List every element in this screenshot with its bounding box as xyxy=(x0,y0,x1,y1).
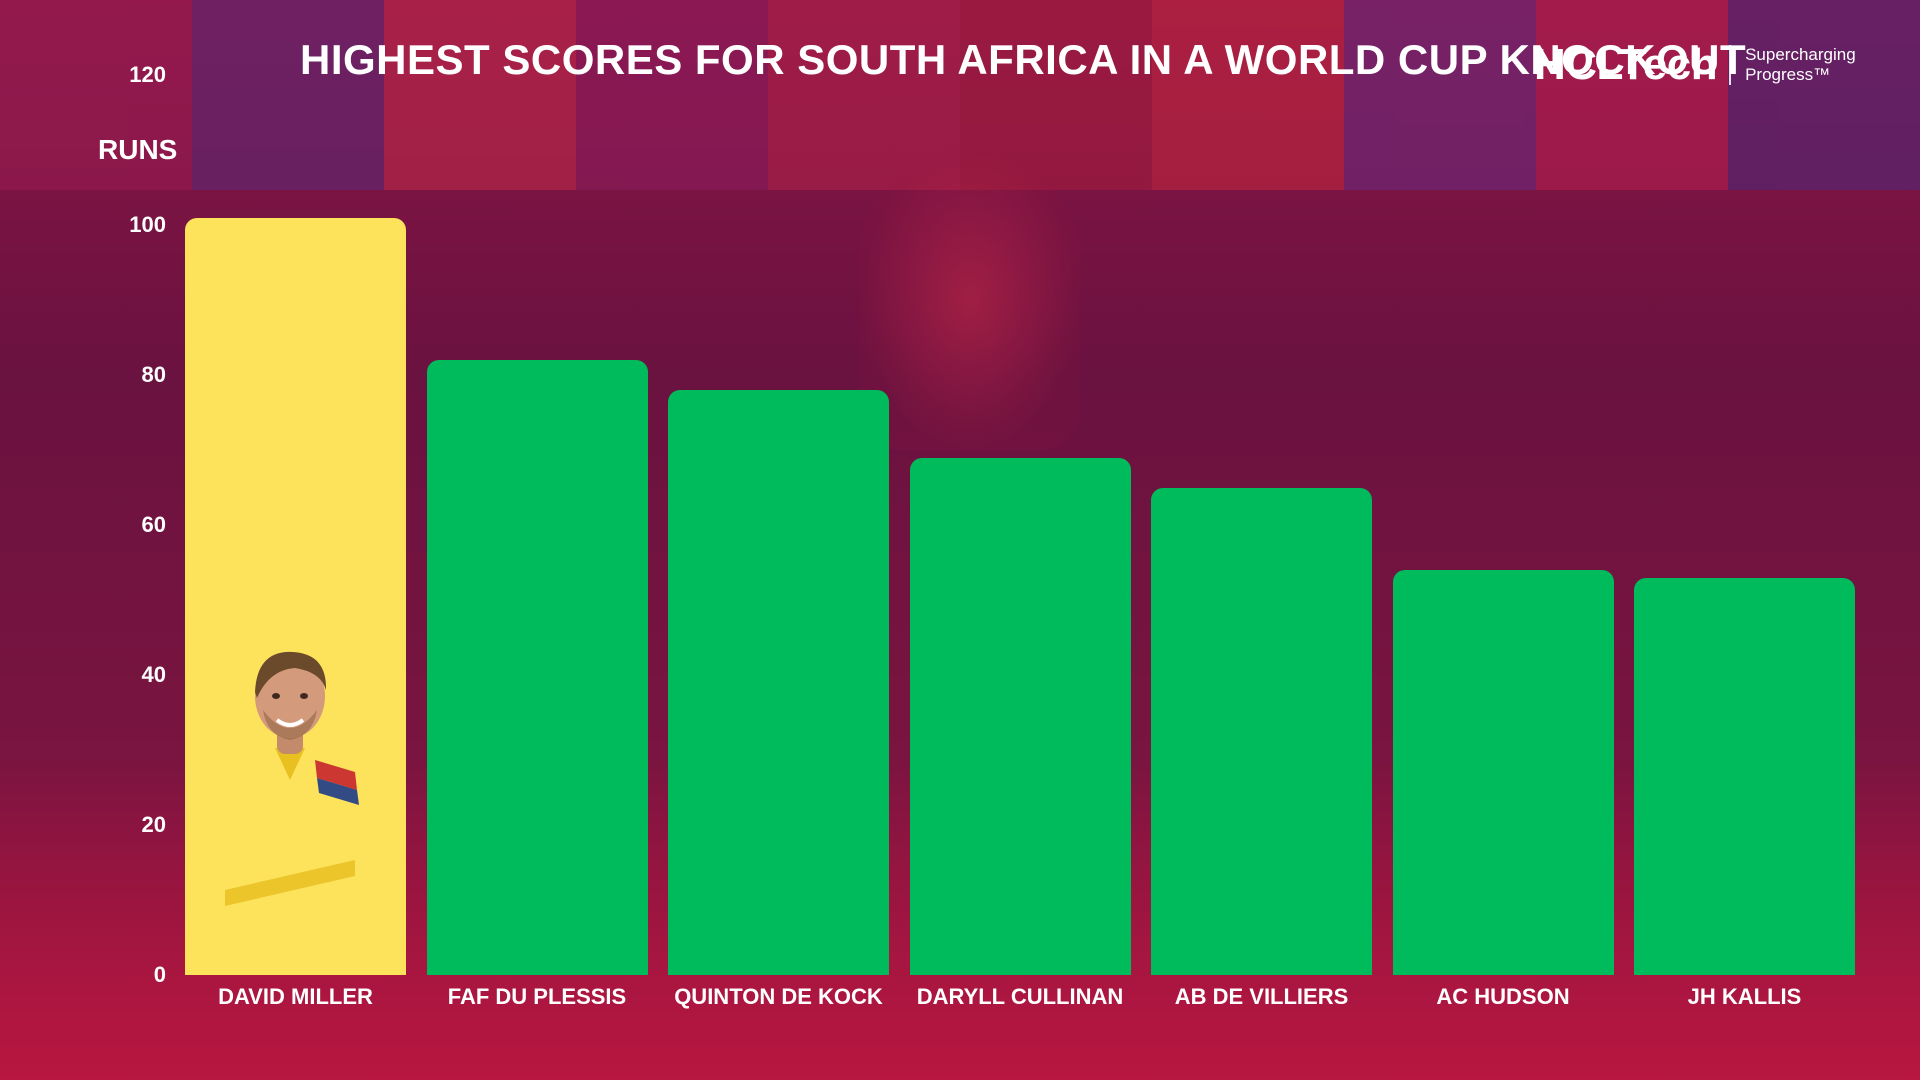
bar-jh-kallis xyxy=(1634,577,1855,975)
x-tick-label: AC HUDSON xyxy=(1436,984,1570,1009)
x-tick-label: DARYLL CULLINAN xyxy=(916,984,1124,1009)
x-tick-label: JH KALLIS xyxy=(1687,984,1802,1009)
bar-daryll-cullinan xyxy=(909,457,1131,975)
hcltech-logo: HCLTech Supercharging Progress™ xyxy=(1534,40,1895,90)
x-tick-label: QUINTON DE KOCK xyxy=(674,984,883,1009)
background-banner xyxy=(0,0,1920,190)
bar-david-miller xyxy=(185,217,406,975)
y-tick-label: 40 xyxy=(141,662,166,687)
y-tick-label: 120 xyxy=(129,62,166,87)
y-axis-title: RUNS xyxy=(98,134,178,165)
x-tick-label: AB DE VILLIERS xyxy=(1174,984,1349,1009)
brand-name: HCLTech xyxy=(1534,40,1718,89)
player-photo xyxy=(205,651,375,975)
y-tick-label: 60 xyxy=(141,512,166,537)
x-tick-label: FAF DU PLESSIS xyxy=(447,984,627,1009)
background-trophy xyxy=(860,150,1080,450)
y-tick-label: 20 xyxy=(141,812,166,837)
brand-tagline-line2: Progress™ xyxy=(1745,65,1831,84)
bar-ac-hudson xyxy=(1392,570,1614,975)
logo-divider xyxy=(1729,45,1732,85)
y-tick-label: 100 xyxy=(129,212,166,237)
bar-quinton-de-kock xyxy=(668,390,889,975)
bar-ab-de-villiers xyxy=(1151,487,1372,975)
bar-faf-du-plessis xyxy=(426,360,648,975)
y-tick-label: 80 xyxy=(141,362,166,387)
y-tick-label: 0 xyxy=(153,962,166,987)
x-tick-label: DAVID MILLER xyxy=(218,984,373,1009)
brand-tagline-line1: Supercharging xyxy=(1745,45,1856,64)
brand-tagline: Supercharging Progress™ xyxy=(1745,45,1895,85)
chart-title: HIGHEST SCORES FOR SOUTH AFRICA IN A WOR… xyxy=(300,36,1747,83)
